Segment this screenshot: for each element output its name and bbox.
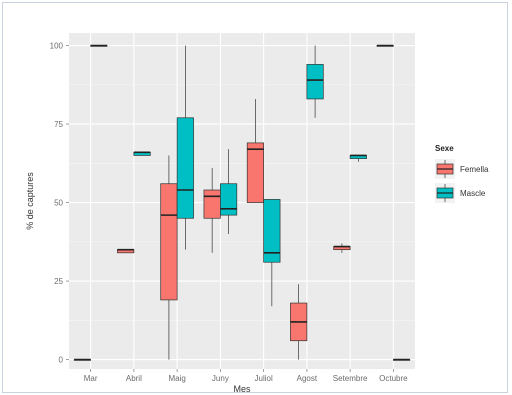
x-tick-label: Juny [212, 374, 229, 383]
y-tick-label: 75 [54, 120, 63, 129]
box-femella-octubre [376, 44, 394, 47]
y-tick-label: 0 [59, 356, 64, 365]
box-mascle-juny [220, 149, 238, 234]
box-mascle-octubre [393, 358, 411, 361]
legend-key-mascle [435, 183, 455, 203]
box-mascle-juliol [263, 199, 281, 307]
box-body [176, 117, 194, 219]
legend: Sexe Femella Mascle [435, 144, 489, 203]
legend-label: Femella [460, 165, 489, 174]
box-body [203, 189, 221, 219]
x-tick-label: Octubre [379, 374, 408, 383]
x-tick-label: Abril [126, 374, 142, 383]
box-femella-mar [73, 358, 91, 361]
x-tick-label: Mar [84, 374, 98, 383]
box-body [160, 183, 178, 301]
boxes [73, 44, 411, 361]
legend-key-femella [435, 159, 455, 179]
box-femella-setembre [333, 243, 351, 253]
x-axis-title: Mes [233, 384, 251, 394]
y-axis-title: % de captures [25, 172, 35, 230]
plot-panel [69, 33, 415, 369]
box-femella-maig [160, 155, 178, 360]
box-femella-abril [117, 248, 135, 254]
boxplot-chart: 0 25 50 75 100 Mar Abril Maig Juny Juliol Agost Se… [25, 33, 489, 394]
x-tick-label: Juliol [255, 374, 273, 383]
box-femella-agost [290, 284, 308, 360]
box-body [220, 183, 238, 216]
box-body [246, 142, 264, 203]
x-tick-label: Setembre [333, 374, 368, 383]
y-tick-label: 25 [54, 277, 63, 286]
box-mascle-maig [176, 45, 194, 250]
x-tick-label: Agost [297, 374, 318, 383]
legend-label: Mascle [460, 189, 486, 198]
x-ticks: Mar Abril Maig Juny Juliol Agost Setembre Octub… [84, 369, 408, 383]
box-mascle-mar [90, 44, 108, 47]
box-mascle-abril [133, 151, 151, 156]
y-tick-label: 100 [50, 42, 64, 51]
y-ticks: 0 25 50 75 100 [50, 42, 69, 365]
box-body [306, 64, 324, 100]
legend-title: Sexe [435, 144, 454, 153]
box-mascle-agost [306, 45, 324, 118]
box-body [263, 199, 281, 263]
y-tick-label: 50 [54, 199, 63, 208]
box-mascle-setembre [349, 154, 367, 162]
x-tick-label: Maig [168, 374, 185, 383]
box-femella-juliol [246, 98, 264, 203]
